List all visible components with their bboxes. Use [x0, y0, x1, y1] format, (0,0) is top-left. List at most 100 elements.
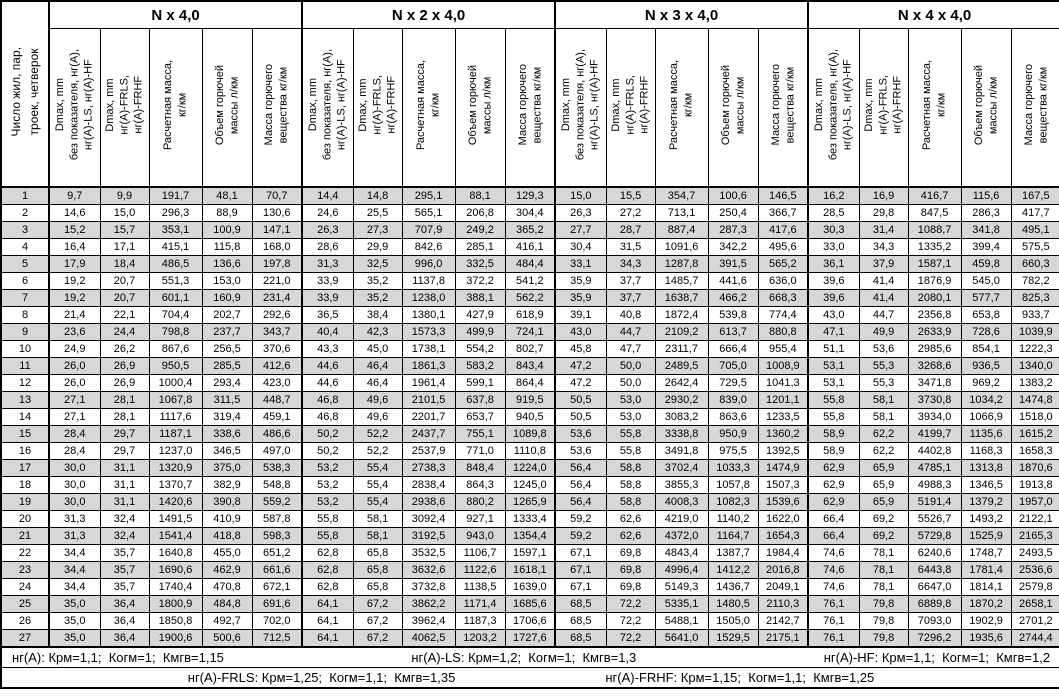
cell: 1287,8 — [654, 255, 709, 273]
cell: 771,0 — [454, 442, 506, 460]
table-row: 8 21,4 22,1 704,4 202,7 292,6 36,5 38,4 1380,1 42… — [0, 306, 1059, 324]
cell: 50,0 — [605, 374, 656, 392]
cell: 372,2 — [454, 272, 506, 290]
cell: 1814,1 — [960, 578, 1012, 596]
cell: 1491,5 — [148, 510, 203, 528]
cell: 74,6 — [807, 544, 860, 562]
cell: 1066,9 — [960, 408, 1012, 426]
cell: 304,4 — [504, 204, 556, 222]
cell: 49,9 — [858, 323, 909, 341]
cell: 1507,3 — [757, 476, 809, 494]
cell: 1597,1 — [504, 544, 556, 562]
cell: 666,4 — [707, 340, 759, 358]
cell: 2080,1 — [907, 289, 962, 307]
cell: 940,5 — [504, 408, 556, 426]
cell: 30,0 — [48, 493, 101, 511]
cell: 497,0 — [251, 442, 303, 460]
cell: 1187,3 — [454, 612, 506, 630]
cell: 2142,7 — [757, 612, 809, 630]
cell: 5641,0 — [654, 629, 709, 648]
cell: 37,7 — [605, 289, 656, 307]
cell: 1140,2 — [707, 510, 759, 528]
table-row: 10 24,9 26,2 867,6 256,5 370,6 43,3 45,0 1738,1 5… — [0, 340, 1059, 358]
cell: 1164,7 — [707, 527, 759, 545]
cell: 353,1 — [148, 221, 203, 239]
cell: 346,5 — [201, 442, 253, 460]
table-row: 4 16,4 17,1 415,1 115,8 168,0 28,6 29,9 842,6 285… — [0, 238, 1059, 256]
cell: 3083,2 — [654, 408, 709, 426]
cell: 1485,7 — [654, 272, 709, 290]
cell: 1850,8 — [148, 612, 203, 630]
cell: 1380,1 — [401, 306, 456, 324]
cell: 15,7 — [99, 221, 150, 239]
cell: 58,9 — [807, 442, 860, 460]
cell: 1957,0 — [1010, 493, 1059, 511]
cell: 1067,8 — [148, 391, 203, 409]
row-number: 12 — [0, 374, 50, 392]
cell: 637,8 — [454, 391, 506, 409]
cell: 79,8 — [858, 612, 909, 630]
cell: 49,6 — [352, 391, 403, 409]
cell: 44,6 — [301, 357, 354, 375]
cell: 22,1 — [99, 306, 150, 324]
cell: 704,4 — [148, 306, 203, 324]
cell: 2579,8 — [1010, 578, 1059, 596]
cell: 45,8 — [554, 340, 607, 358]
cell: 448,7 — [251, 391, 303, 409]
cell: 50,2 — [301, 425, 354, 443]
corner-header: Число жил, пар, троек, четверок — [0, 0, 50, 188]
cell: 2838,4 — [401, 476, 456, 494]
cell: 417,7 — [1010, 204, 1059, 222]
cell: 1091,6 — [654, 238, 709, 256]
cell: 4996,4 — [654, 561, 709, 579]
cell: 51,1 — [807, 340, 860, 358]
cell: 1638,7 — [654, 289, 709, 307]
subheader-label: Dmax, mm нг(А)-FRLS, нг(А)-FRHF — [357, 75, 398, 135]
cell: 1685,6 — [504, 595, 556, 613]
cell: 202,7 — [201, 306, 253, 324]
cell: 231,4 — [251, 289, 303, 307]
cell: 618,9 — [504, 306, 556, 324]
cell: 72,2 — [605, 629, 656, 648]
cell: 2109,2 — [654, 323, 709, 341]
table-row: 3 15,2 15,7 353,1 100,9 147,1 26,3 27,3 707,9 249… — [0, 221, 1059, 239]
cell: 58,8 — [605, 476, 656, 494]
cell: 311,5 — [201, 391, 253, 409]
cell: 4785,1 — [907, 459, 962, 477]
cell: 575,5 — [1010, 238, 1059, 256]
row-number: 9 — [0, 323, 50, 341]
cell: 1541,4 — [148, 527, 203, 545]
cell: 2437,7 — [401, 425, 456, 443]
cell: 4372,0 — [654, 527, 709, 545]
cell: 28,1 — [99, 408, 150, 426]
cell: 206,8 — [454, 204, 506, 222]
cell: 66,4 — [807, 527, 860, 545]
row-number: 15 — [0, 425, 50, 443]
cell: 79,8 — [858, 595, 909, 613]
cell: 35,7 — [99, 578, 150, 596]
cell: 29,8 — [858, 204, 909, 222]
cell: 712,5 — [251, 629, 303, 648]
cell: 969,2 — [960, 374, 1012, 392]
table-row: 13 27,1 28,1 1067,8 311,5 448,7 46,8 49,6 2101,5… — [0, 391, 1059, 409]
cell: 72,2 — [605, 595, 656, 613]
subheader-label: Масса горючего вещества кг/км — [769, 64, 796, 146]
cell: 5149,3 — [654, 578, 709, 596]
cell: 35,9 — [554, 289, 607, 307]
cell: 78,1 — [858, 544, 909, 562]
cell: 286,3 — [960, 204, 1012, 222]
cell: 69,8 — [605, 544, 656, 562]
cell: 24,9 — [48, 340, 101, 358]
cell: 62,9 — [807, 459, 860, 477]
cell: 399,4 — [960, 238, 1012, 256]
cell: 955,4 — [757, 340, 809, 358]
cell: 68,5 — [554, 595, 607, 613]
cell: 587,8 — [251, 510, 303, 528]
cell: 412,6 — [251, 357, 303, 375]
cell: 50,0 — [605, 357, 656, 375]
cell: 32,5 — [352, 255, 403, 273]
cell: 2110,3 — [757, 595, 809, 613]
cell: 1900,6 — [148, 629, 203, 648]
cell: 1335,2 — [907, 238, 962, 256]
